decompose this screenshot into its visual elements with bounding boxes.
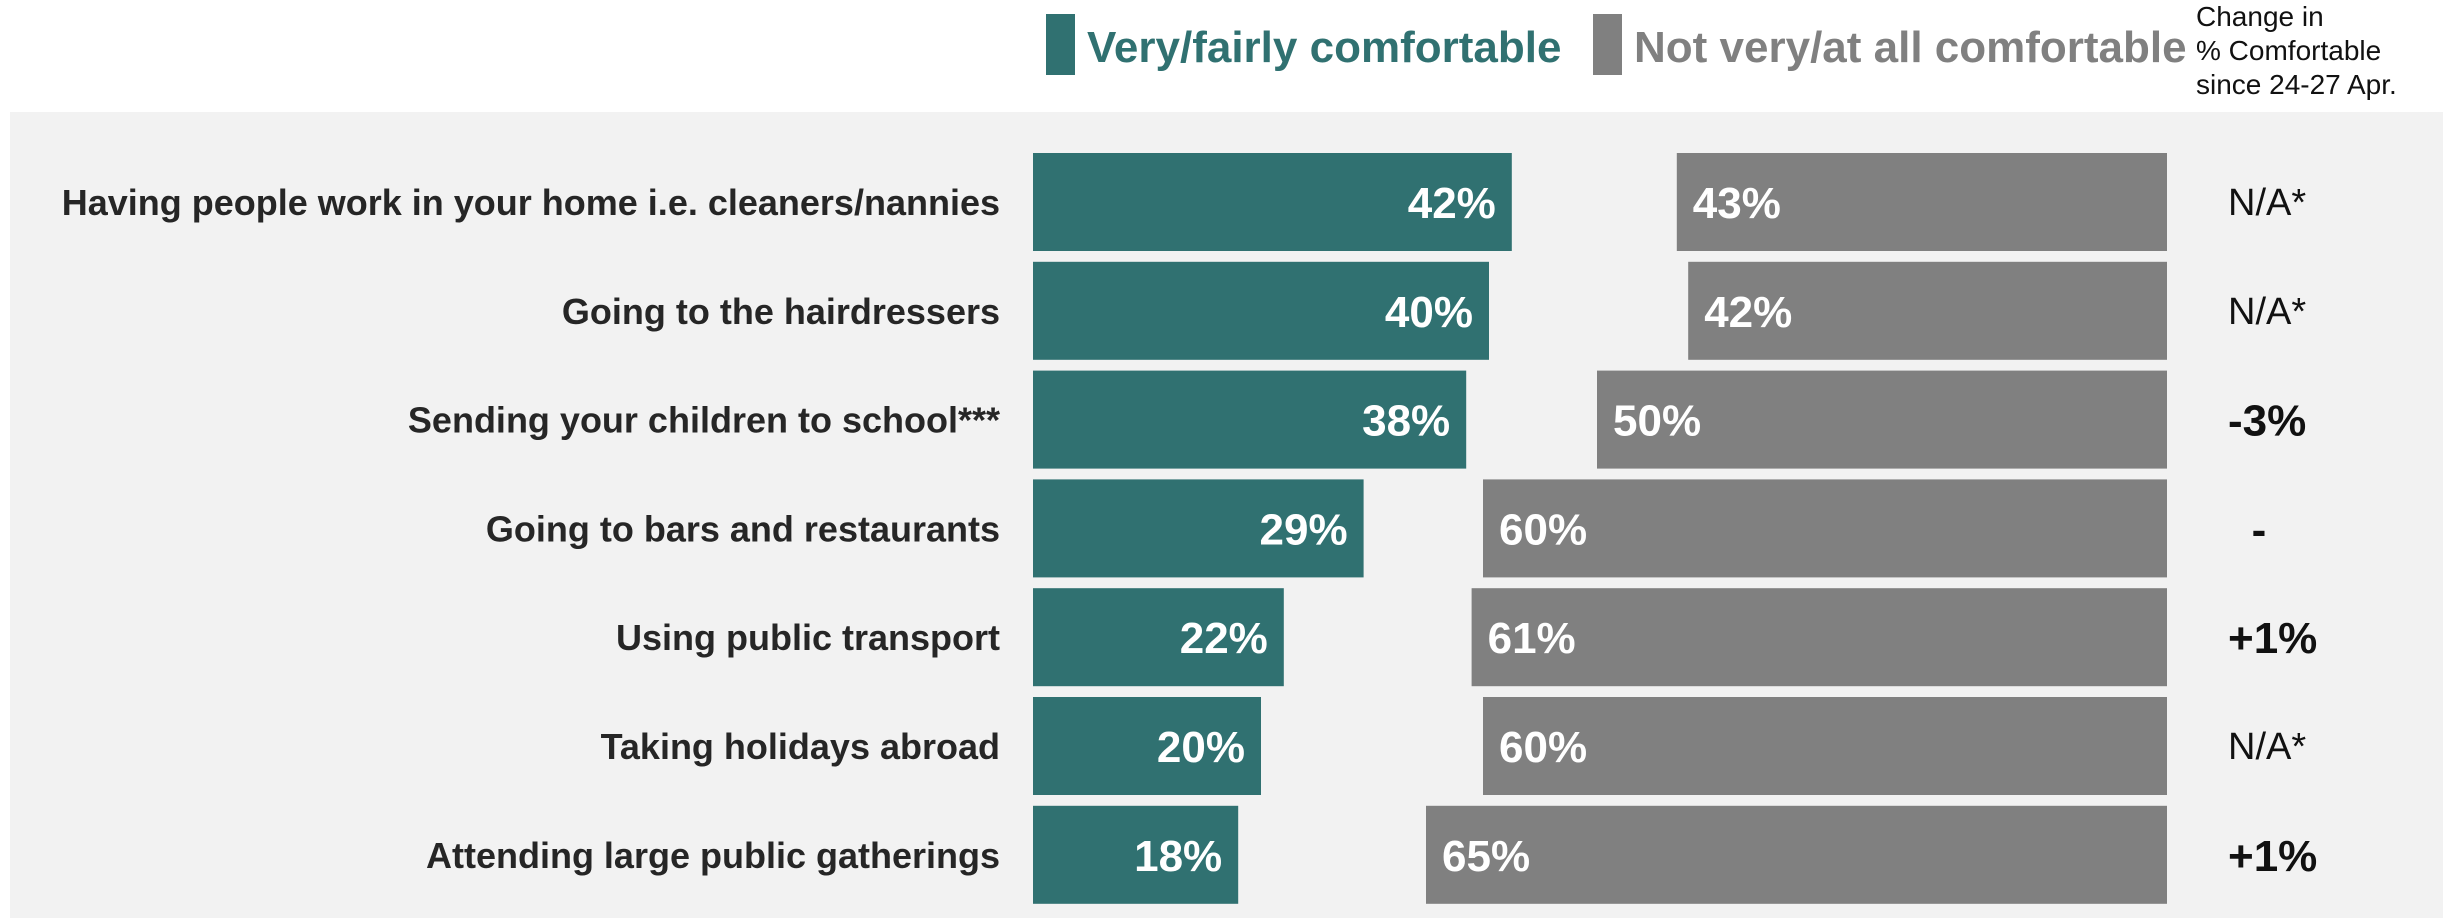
bar-label-not-comfortable: 42% [1704, 288, 1792, 337]
bar-label-comfortable: 38% [1362, 397, 1450, 446]
bar-comfortable [1033, 697, 1261, 795]
change-value: N/A* [2228, 291, 2306, 333]
change-value: +1% [2228, 832, 2317, 881]
change-value: N/A* [2228, 182, 2306, 224]
change-value: -3% [2228, 397, 2306, 446]
bar-label-not-comfortable: 43% [1693, 179, 1781, 228]
bar-comfortable [1033, 261, 1489, 360]
bar-comfortable [1033, 588, 1284, 687]
change-value: - [2252, 505, 2267, 554]
bar-not-comfortable [1471, 588, 2167, 687]
bar-not-comfortable [1426, 805, 2167, 904]
category-label: Having people work in your home i.e. cle… [62, 182, 1000, 223]
change-header-line-1: Change in [2196, 1, 2324, 32]
bar-comfortable [1033, 153, 1512, 251]
bar-not-comfortable [1483, 697, 2167, 795]
bar-label-not-comfortable: 65% [1442, 832, 1530, 881]
bar-not-comfortable [1688, 261, 2167, 360]
bar-label-comfortable: 20% [1157, 723, 1245, 772]
category-label: Going to bars and restaurants [486, 508, 1000, 549]
change-column-header: Change in % Comfortable since 24-27 Apr. [2196, 0, 2397, 102]
category-label: Going to the hairdressers [562, 291, 1000, 332]
bar-label-comfortable: 18% [1134, 832, 1222, 881]
change-header-line-2: % Comfortable [2196, 35, 2382, 66]
bar-label-comfortable: 42% [1408, 179, 1496, 228]
bar-not-comfortable [1597, 370, 2167, 469]
bar-comfortable [1033, 370, 1467, 469]
bar-comfortable [1033, 479, 1364, 578]
bar-label-comfortable: 22% [1180, 614, 1268, 663]
category-label: Attending large public gatherings [426, 835, 1000, 876]
category-label: Sending your children to school*** [408, 400, 1000, 441]
legend-label-comfortable: Very/fairly comfortable [1087, 23, 1562, 72]
bar-label-not-comfortable: 60% [1499, 723, 1587, 772]
bar-label-not-comfortable: 61% [1488, 614, 1576, 663]
bar-label-comfortable: 29% [1260, 505, 1348, 554]
legend-swatch-comfortable [1046, 14, 1075, 75]
bar-not-comfortable [1676, 153, 2167, 251]
change-value: N/A* [2228, 726, 2306, 768]
legend-label-not-comfortable: Not very/at all comfortable [1634, 23, 2187, 72]
legend-swatch-not-comfortable [1593, 14, 1622, 75]
category-label: Using public transport [616, 617, 1000, 658]
bar-label-not-comfortable: 50% [1613, 397, 1701, 446]
change-header-line-3: since 24-27 Apr. [2196, 69, 2397, 100]
bar-comfortable [1033, 805, 1239, 904]
change-value: +1% [2228, 614, 2317, 663]
bar-not-comfortable [1483, 479, 2167, 578]
bar-label-comfortable: 40% [1385, 288, 1473, 337]
bar-label-not-comfortable: 60% [1499, 505, 1587, 554]
category-label: Taking holidays abroad [601, 726, 1000, 767]
